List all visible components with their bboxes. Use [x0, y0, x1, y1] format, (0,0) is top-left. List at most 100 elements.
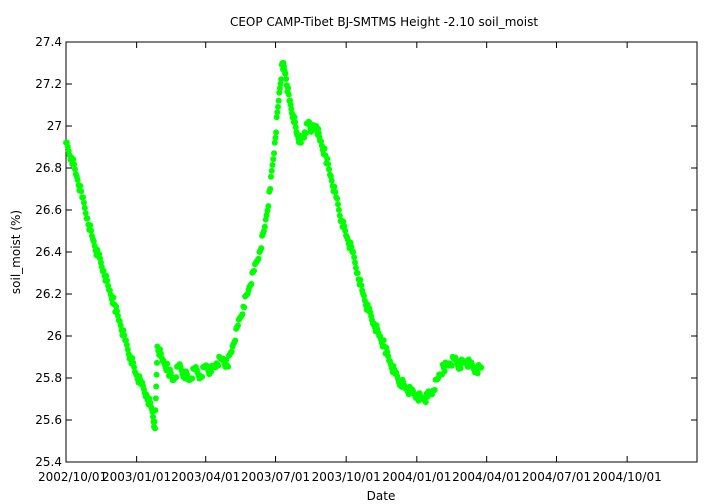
data-point	[276, 89, 283, 96]
data-point	[277, 80, 284, 87]
data-point	[285, 91, 292, 98]
x-tick-label: 2004/04/01	[452, 470, 521, 484]
data-point	[271, 150, 278, 157]
data-point	[74, 176, 81, 183]
data-point	[241, 304, 248, 311]
data-point	[351, 254, 358, 261]
data-point	[78, 188, 85, 195]
data-point	[291, 114, 298, 121]
data-point	[431, 387, 438, 393]
data-point	[457, 365, 464, 372]
data-point	[225, 363, 232, 370]
y-tick-label: 26.2	[35, 287, 62, 301]
data-point	[332, 189, 339, 196]
data-point	[114, 308, 121, 315]
x-tick-label: 2002/10/01	[38, 470, 107, 484]
data-point	[173, 374, 180, 381]
data-point	[269, 162, 276, 168]
data-point	[335, 201, 342, 208]
data-point	[84, 215, 91, 222]
data-point	[303, 130, 310, 137]
data-point	[268, 167, 275, 174]
data-point	[164, 360, 171, 367]
y-axis: 25.4 25.6 25.8 26 26.2 26.4 26.6 26.8 27 27.2 27.4	[35, 35, 697, 469]
data-point	[151, 418, 158, 425]
data-point	[292, 119, 299, 126]
data-point	[234, 322, 241, 329]
data-point	[336, 212, 343, 219]
data-point	[350, 248, 357, 255]
data-point	[223, 356, 230, 363]
data-point	[342, 227, 349, 234]
data-point	[152, 425, 159, 432]
data-point	[88, 227, 95, 234]
data-point	[110, 294, 117, 301]
data-point	[117, 322, 124, 329]
y-tick-label: 25.4	[35, 455, 62, 469]
data-point	[104, 277, 111, 284]
data-point	[297, 139, 304, 146]
y-tick-label: 27.4	[35, 35, 62, 49]
data-point	[380, 337, 387, 344]
data-point	[352, 259, 359, 266]
data-point	[478, 364, 485, 371]
data-point	[278, 76, 285, 83]
y-tick-label: 26	[47, 329, 62, 343]
data-point	[441, 368, 448, 375]
data-point	[273, 129, 280, 136]
data-point	[153, 359, 160, 366]
data-point	[283, 75, 290, 82]
y-tick-label: 27	[47, 119, 62, 133]
data-point	[90, 238, 97, 245]
data-point	[114, 312, 121, 319]
data-point	[153, 371, 160, 378]
data-point	[292, 124, 299, 131]
data-point	[120, 327, 127, 334]
data-point	[326, 166, 333, 173]
data-point	[474, 370, 481, 377]
data-point	[276, 85, 283, 92]
data-point	[270, 156, 277, 163]
data-point	[121, 332, 128, 339]
data-point	[258, 245, 265, 252]
data-point	[189, 375, 196, 382]
data-point	[448, 362, 455, 369]
data-points	[63, 59, 485, 432]
y-tick-label: 27.2	[35, 77, 62, 91]
x-tick-label: 2003/07/01	[241, 470, 310, 484]
x-tick-label: 2004/01/01	[382, 470, 451, 484]
data-point	[358, 282, 365, 289]
data-point	[331, 183, 338, 190]
data-point	[271, 139, 278, 146]
x-tick-label: 2004/10/01	[593, 470, 662, 484]
data-point	[131, 364, 138, 371]
data-point	[239, 311, 246, 318]
data-point	[285, 85, 292, 92]
data-point	[228, 348, 235, 355]
data-point	[123, 341, 130, 348]
data-point	[334, 195, 341, 202]
data-point	[82, 210, 89, 217]
data-point	[273, 114, 280, 121]
data-point	[103, 272, 110, 279]
data-point	[208, 368, 215, 375]
data-point	[255, 255, 262, 262]
data-point	[263, 212, 270, 219]
y-tick-label: 26.6	[35, 203, 62, 217]
data-point	[265, 203, 272, 210]
data-point	[81, 204, 88, 211]
x-tick-label: 2003/04/01	[171, 470, 240, 484]
data-point	[282, 70, 289, 77]
plot-frame	[65, 41, 698, 463]
data-point	[341, 223, 348, 230]
y-axis-label: soil_moist (%)	[9, 210, 23, 294]
x-tick-label: 2004/07/01	[522, 470, 591, 484]
data-point	[71, 166, 78, 173]
data-point	[274, 109, 281, 116]
data-point	[360, 292, 367, 299]
data-point	[267, 186, 274, 192]
data-point	[149, 413, 156, 420]
data-point	[113, 303, 120, 310]
